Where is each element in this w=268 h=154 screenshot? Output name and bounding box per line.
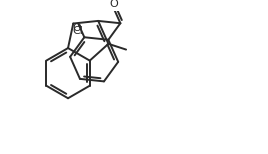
- Text: Cl: Cl: [72, 26, 83, 36]
- Text: O: O: [109, 0, 118, 9]
- Text: O: O: [73, 23, 81, 33]
